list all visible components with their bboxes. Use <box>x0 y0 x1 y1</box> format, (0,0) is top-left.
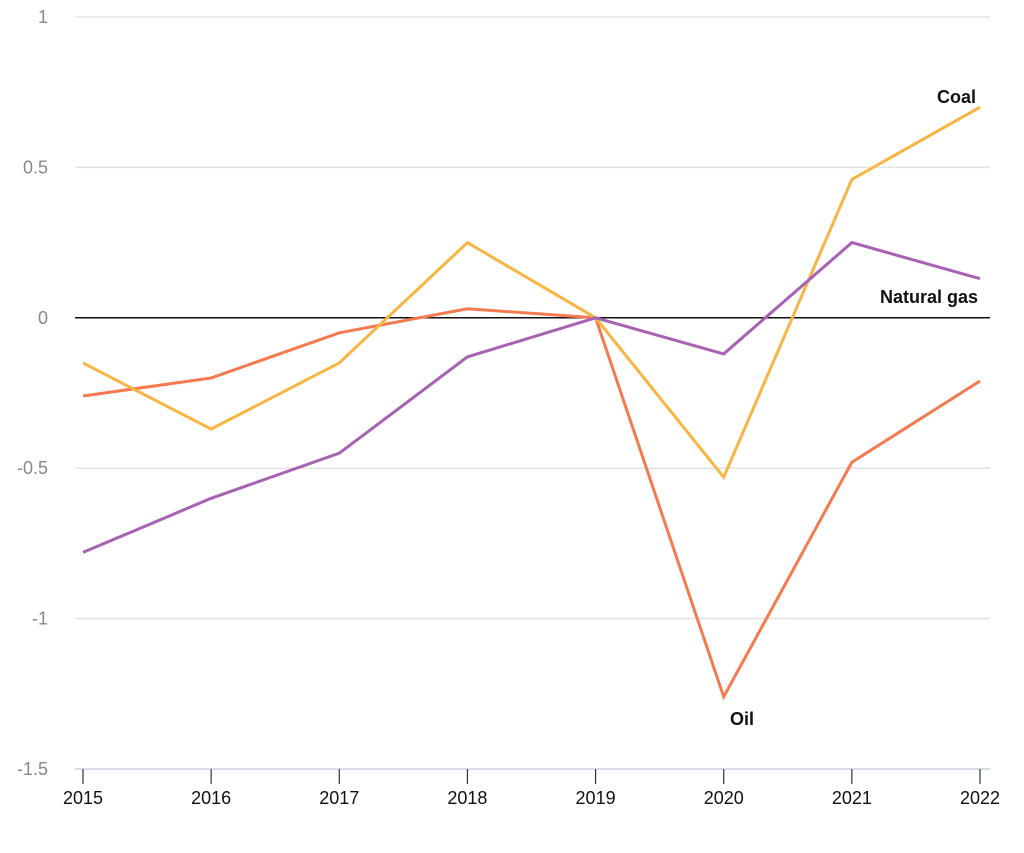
x-tick-label: 2017 <box>319 788 359 808</box>
series-label-oil: Oil <box>730 709 754 729</box>
y-tick-label: -1 <box>32 609 48 629</box>
y-tick-label: 0 <box>38 308 48 328</box>
x-tick-label: 2020 <box>704 788 744 808</box>
series-line-coal <box>82 105 981 481</box>
gridlines <box>75 16 990 620</box>
series-label-coal: Coal <box>937 87 976 107</box>
x-tick-label: 2022 <box>960 788 1000 808</box>
y-tick-label: 0.5 <box>23 157 48 177</box>
x-tick-label: 2015 <box>63 788 103 808</box>
x-tick-label: 2016 <box>191 788 231 808</box>
y-tick-label: -1.5 <box>17 759 48 779</box>
series-label-natural-gas: Natural gas <box>880 287 978 307</box>
x-tick-label: 2019 <box>576 788 616 808</box>
x-tick-label: 2021 <box>832 788 872 808</box>
y-tick-label: 1 <box>38 7 48 27</box>
series-labels: Oil Coal Natural gas <box>730 87 978 729</box>
series-line-oil <box>82 307 981 701</box>
series-lines <box>82 105 981 701</box>
series-line-natural-gas <box>82 240 981 554</box>
x-axis: 2015 2016 2017 2018 2019 2020 2021 2022 <box>63 768 1000 808</box>
x-tick-label: 2018 <box>447 788 487 808</box>
y-tick-label: -0.5 <box>17 458 48 478</box>
y-axis-ticks: 1 0.5 0 -0.5 -1 -1.5 <box>17 7 48 779</box>
